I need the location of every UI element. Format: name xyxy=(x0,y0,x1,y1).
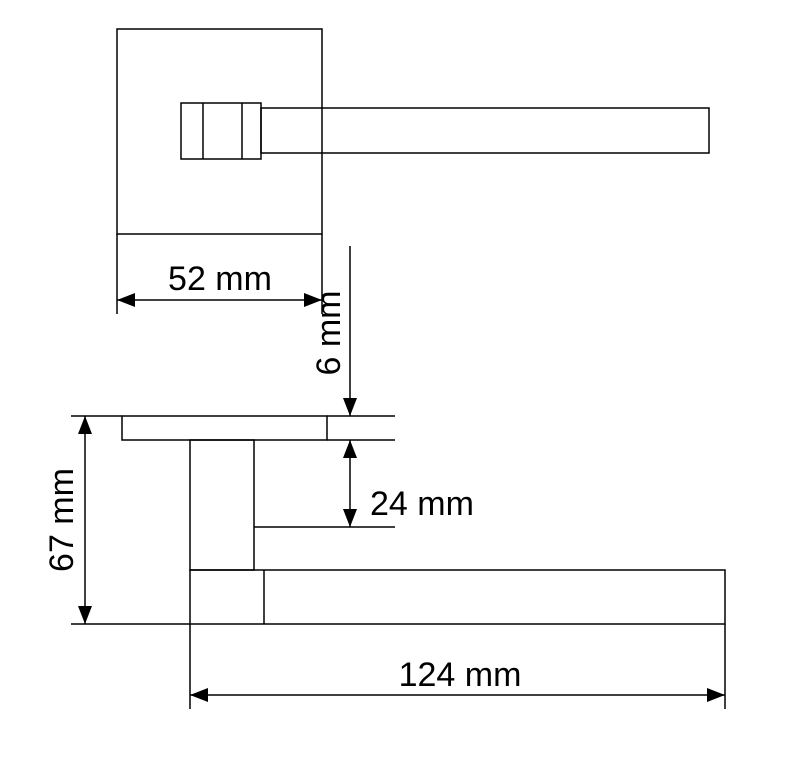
dim-24mm: 24 mm xyxy=(370,485,474,523)
dim-67mm: 67 mm xyxy=(43,468,81,572)
front-view xyxy=(117,29,709,234)
dim-6mm: 6 mm xyxy=(310,291,348,376)
dimensions: 52 mm 6 mm 24 mm 67 mm 124 mm xyxy=(43,234,725,709)
rose-flange-side xyxy=(122,416,327,440)
rose-plate xyxy=(117,29,322,234)
dim-124mm: 124 mm xyxy=(399,656,522,694)
lever-bar-front xyxy=(261,108,709,153)
spindle-boss xyxy=(181,103,261,159)
lever-neck xyxy=(190,440,254,570)
dim-52mm: 52 mm xyxy=(168,260,272,298)
lever-bar-side xyxy=(190,570,725,624)
